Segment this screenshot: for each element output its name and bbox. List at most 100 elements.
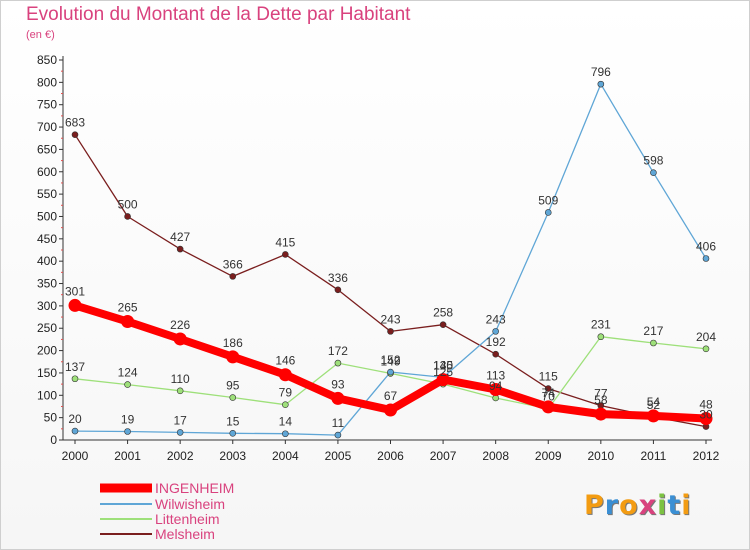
data-point	[384, 403, 397, 417]
x-tick-label: 2006	[377, 449, 404, 463]
x-tick-label: 2003	[219, 449, 246, 463]
data-label: 124	[118, 366, 138, 380]
data-label: 15	[226, 414, 240, 428]
x-tick-label: 2010	[587, 449, 614, 463]
data-label: 17	[173, 413, 187, 427]
data-point	[646, 409, 660, 423]
x-tick-label: 2007	[430, 449, 457, 463]
data-label: 48	[699, 398, 713, 412]
data-point	[387, 328, 394, 335]
y-tick-label: 450	[37, 232, 57, 246]
data-label: 58	[594, 393, 608, 407]
y-tick-label: 300	[37, 299, 57, 313]
data-point	[173, 332, 187, 346]
data-point	[541, 400, 555, 414]
data-label: 93	[331, 377, 345, 391]
data-label: 20	[68, 412, 82, 426]
data-point	[229, 273, 237, 280]
data-point	[492, 328, 499, 335]
data-point	[334, 431, 342, 439]
data-label: 77	[594, 387, 608, 401]
data-point	[71, 375, 79, 383]
data-label: 19	[121, 413, 135, 427]
data-label: 243	[380, 312, 400, 326]
logo-letter: i	[681, 490, 692, 521]
data-label: 146	[275, 354, 295, 368]
data-label: 149	[380, 354, 400, 368]
data-label: 509	[538, 193, 558, 207]
x-tick-label: 2002	[167, 449, 194, 463]
data-point	[334, 286, 342, 294]
data-label: 301	[65, 284, 85, 298]
y-tick-label: 350	[37, 277, 57, 291]
data-label: 115	[539, 370, 558, 384]
chart-title: Evolution du Montant de la Dette par Hab…	[26, 4, 411, 25]
data-labels: 683 500 427 366 415 336 243 258 192 115 77 52 30 137 1…	[65, 65, 716, 430]
data-point	[387, 368, 394, 376]
data-label: 137	[65, 360, 85, 374]
data-point	[229, 429, 237, 437]
data-label: 192	[486, 335, 506, 349]
y-tick-label: 600	[37, 165, 57, 179]
data-label: 265	[118, 301, 138, 315]
data-label: 598	[643, 154, 663, 168]
data-label: 135	[433, 359, 453, 373]
data-label: 243	[486, 312, 506, 326]
data-point	[492, 350, 499, 358]
data-label: 95	[226, 379, 240, 393]
data-point	[124, 381, 131, 388]
data-point	[544, 209, 552, 216]
x-tick-label: 2009	[535, 449, 562, 463]
y-tick-label: 650	[37, 142, 57, 156]
x-tick-label: 2008	[482, 449, 509, 463]
data-label: 11	[332, 416, 345, 430]
data-label: 217	[643, 324, 663, 338]
y-tick-label: 850	[37, 53, 57, 67]
data-point	[124, 213, 131, 220]
y-tick-label: 750	[37, 98, 57, 112]
y-tick-label: 550	[37, 187, 57, 201]
data-point	[702, 345, 710, 353]
data-point	[282, 251, 289, 258]
data-label: 366	[223, 257, 243, 271]
data-label: 94	[489, 379, 503, 393]
data-label: 52	[647, 398, 661, 412]
data-label: 415	[275, 235, 295, 249]
x-tick-label: 2012	[693, 449, 720, 463]
data-point	[650, 339, 657, 347]
y-tick-label: 700	[37, 120, 57, 134]
data-point	[594, 407, 608, 421]
data-label: 186	[223, 336, 243, 350]
data-label: 204	[696, 330, 716, 344]
data-label: 226	[170, 318, 190, 332]
legend-label-wilwisheim: Wilwisheim	[155, 496, 225, 512]
data-label: 79	[279, 386, 293, 400]
chart-subtitle: (en €)	[26, 29, 55, 41]
data-label: 172	[328, 344, 348, 358]
data-label: 30	[699, 408, 713, 422]
y-tick-label: 50	[44, 411, 58, 425]
logo-letter: r	[604, 490, 620, 521]
data-point	[489, 382, 503, 396]
data-point	[597, 333, 605, 341]
data-label: 113	[486, 368, 505, 382]
y-tick-label: 250	[37, 321, 57, 335]
data-label: 258	[433, 306, 453, 320]
data-label: 70	[542, 390, 556, 404]
data-point	[702, 255, 710, 262]
x-tick-label: 2005	[325, 449, 352, 463]
data-point	[278, 368, 292, 382]
data-point	[650, 169, 657, 176]
data-label: 427	[170, 230, 190, 244]
y-tick-label: 200	[37, 344, 57, 358]
legend-label-melsheim: Melsheim	[155, 526, 215, 542]
proxiti-logo: Proxiti	[584, 490, 692, 521]
x-tick-label: 2001	[114, 449, 141, 463]
x-tick-label: 2011	[641, 449, 667, 463]
data-point	[71, 131, 79, 138]
data-label: 406	[696, 239, 716, 253]
data-label: 67	[384, 389, 398, 403]
data-label: 152	[380, 353, 400, 367]
